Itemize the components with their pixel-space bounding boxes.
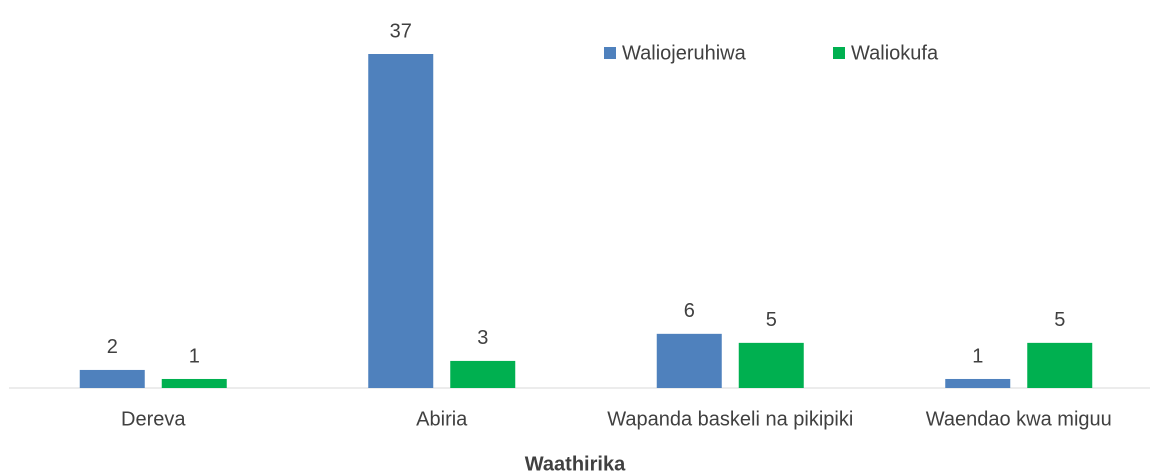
bar <box>161 378 227 388</box>
x-tick-label: Waendao kwa miguu <box>926 408 1112 430</box>
data-label: 37 <box>390 20 412 42</box>
bar <box>1027 342 1093 388</box>
data-label: 2 <box>107 336 118 358</box>
bar <box>738 342 804 388</box>
bar <box>945 378 1011 388</box>
bar <box>368 54 434 388</box>
data-label: 1 <box>189 345 200 367</box>
x-tick-label: Wapanda baskeli na pikipiki <box>607 408 853 430</box>
bar <box>450 360 516 388</box>
data-label: 3 <box>477 327 488 349</box>
data-label: 1 <box>972 345 983 367</box>
bar <box>656 333 722 388</box>
data-label: 5 <box>1054 309 1065 331</box>
x-axis-title: Waathirika <box>525 453 626 473</box>
legend-label: Waliojeruhiwa <box>622 42 747 64</box>
legend-swatch <box>604 47 616 59</box>
data-label: 5 <box>766 309 777 331</box>
legend-swatch <box>833 47 845 59</box>
x-tick-label: Abiria <box>416 408 468 430</box>
legend-label: Waliokufa <box>851 42 939 64</box>
data-label: 6 <box>684 300 695 322</box>
bar <box>79 369 145 388</box>
x-tick-label: Dereva <box>121 408 186 430</box>
